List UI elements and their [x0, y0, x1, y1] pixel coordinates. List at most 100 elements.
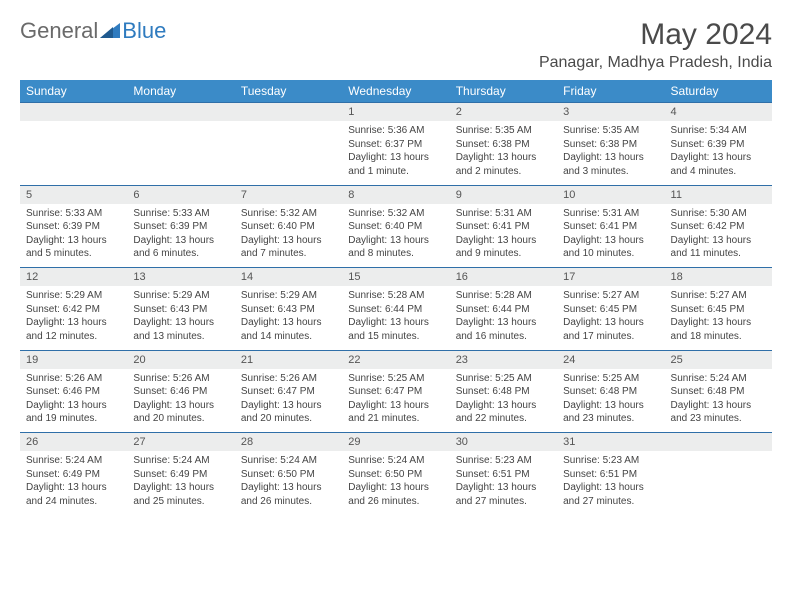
daylight-line: Daylight: 13 hours and 5 minutes. — [26, 234, 121, 261]
day-detail-cell: Sunrise: 5:32 AMSunset: 6:40 PMDaylight:… — [342, 204, 449, 268]
daylight-line: Daylight: 13 hours and 20 minutes. — [241, 399, 336, 426]
day-header: Sunday — [20, 80, 127, 103]
day-number-cell: 8 — [342, 185, 449, 204]
sunrise-line: Sunrise: 5:29 AM — [241, 289, 336, 303]
daylight-line: Daylight: 13 hours and 15 minutes. — [348, 316, 443, 343]
day-number-cell: 5 — [20, 185, 127, 204]
detail-row: Sunrise: 5:29 AM Sunset: 6:42 PM Daylight:… — [20, 286, 772, 350]
sunset-line: Sunset: 6:51 PM — [456, 468, 551, 482]
day-header: Saturday — [665, 80, 772, 103]
day-number-cell: 2 — [450, 103, 557, 122]
day-detail-cell: Sunrise: 5:28 AMSunset: 6:44 PMDaylight:… — [342, 286, 449, 350]
daylight-line: Daylight: 13 hours and 7 minutes. — [241, 234, 336, 261]
day-number-cell: 19 — [20, 350, 127, 369]
day-detail-cell: Sunrise: 5:23 AMSunset: 6:51 PMDaylight:… — [450, 451, 557, 515]
day-number-cell: 6 — [127, 185, 234, 204]
header: General Blue May 2024 Panagar, Madhya Pr… — [20, 18, 772, 72]
day-number-cell: 27 — [127, 433, 234, 452]
day-number-cell — [20, 103, 127, 122]
day-number-cell: 14 — [235, 268, 342, 287]
brand-triangle-icon — [100, 18, 120, 44]
day-header: Wednesday — [342, 80, 449, 103]
day-number-cell: 29 — [342, 433, 449, 452]
daylight-line: Daylight: 13 hours and 1 minute. — [348, 151, 443, 178]
daylight-line: Daylight: 13 hours and 20 minutes. — [133, 399, 228, 426]
month-title: May 2024 — [539, 18, 772, 52]
day-detail-cell: Sunrise: 5:23 AMSunset: 6:51 PMDaylight:… — [557, 451, 664, 515]
sunset-line: Sunset: 6:40 PM — [348, 220, 443, 234]
sunrise-line: Sunrise: 5:32 AM — [348, 207, 443, 221]
daylight-line: Daylight: 13 hours and 24 minutes. — [26, 481, 121, 508]
day-detail-cell: Sunrise: 5:24 AMSunset: 6:48 PMDaylight:… — [665, 369, 772, 433]
sunrise-line: Sunrise: 5:31 AM — [563, 207, 658, 221]
sunset-line: Sunset: 6:51 PM — [563, 468, 658, 482]
day-detail-cell — [235, 121, 342, 185]
sunset-line: Sunset: 6:41 PM — [456, 220, 551, 234]
daynum-row: 567891011 — [20, 185, 772, 204]
sunrise-line: Sunrise: 5:35 AM — [456, 124, 551, 138]
day-detail-cell: Sunrise: 5:25 AMSunset: 6:48 PMDaylight:… — [557, 369, 664, 433]
day-number-cell: 23 — [450, 350, 557, 369]
daylight-line: Daylight: 13 hours and 18 minutes. — [671, 316, 766, 343]
day-number-cell: 3 — [557, 103, 664, 122]
day-detail-cell: Sunrise: 5:26 AMSunset: 6:46 PMDaylight:… — [20, 369, 127, 433]
sunset-line: Sunset: 6:48 PM — [671, 385, 766, 399]
daylight-line: Daylight: 13 hours and 23 minutes. — [563, 399, 658, 426]
day-number-cell: 4 — [665, 103, 772, 122]
title-block: May 2024 Panagar, Madhya Pradesh, India — [539, 18, 772, 72]
day-detail-cell: Sunrise: 5:24 AMSunset: 6:49 PMDaylight:… — [20, 451, 127, 515]
day-number-cell — [235, 103, 342, 122]
sunrise-line: Sunrise: 5:24 AM — [241, 454, 336, 468]
sunrise-line: Sunrise: 5:31 AM — [456, 207, 551, 221]
brand-logo: General Blue — [20, 18, 166, 44]
sunrise-line: Sunrise: 5:25 AM — [348, 372, 443, 386]
sunrise-line: Sunrise: 5:34 AM — [671, 124, 766, 138]
sunrise-line: Sunrise: 5:24 AM — [26, 454, 121, 468]
day-number-cell: 25 — [665, 350, 772, 369]
day-number-cell — [127, 103, 234, 122]
brand-part1: General — [20, 18, 98, 44]
sunset-line: Sunset: 6:39 PM — [133, 220, 228, 234]
detail-row: Sunrise: 5:24 AM Sunset: 6:49 PM Daylight:… — [20, 451, 772, 515]
daylight-line: Daylight: 13 hours and 4 minutes. — [671, 151, 766, 178]
day-number-cell: 22 — [342, 350, 449, 369]
day-detail-cell: Sunrise: 5:27 AMSunset: 6:45 PMDaylight:… — [665, 286, 772, 350]
day-number-cell — [665, 433, 772, 452]
detail-row: Sunrise: 5:36 AMSunset: 6:37 PMDaylight:… — [20, 121, 772, 185]
day-detail-cell: Sunrise: 5:35 AMSunset: 6:38 PMDaylight:… — [450, 121, 557, 185]
day-header: Monday — [127, 80, 234, 103]
brand-part2: Blue — [122, 18, 166, 44]
sunrise-line: Sunrise: 5:28 AM — [456, 289, 551, 303]
sunset-line: Sunset: 6:49 PM — [133, 468, 228, 482]
sunset-line: Sunset: 6:48 PM — [456, 385, 551, 399]
sunset-line: Sunset: 6:43 PM — [133, 303, 228, 317]
sunset-line: Sunset: 6:43 PM — [241, 303, 336, 317]
sunrise-line: Sunrise: 5:33 AM — [26, 207, 121, 221]
day-detail-cell: Sunrise: 5:28 AMSunset: 6:44 PMDaylight:… — [450, 286, 557, 350]
day-number-cell: 18 — [665, 268, 772, 287]
sunset-line: Sunset: 6:42 PM — [26, 303, 121, 317]
sunset-line: Sunset: 6:44 PM — [348, 303, 443, 317]
daylight-line: Daylight: 13 hours and 21 minutes. — [348, 399, 443, 426]
daynum-row: 19202122232425 — [20, 350, 772, 369]
sunrise-line: Sunrise: 5:26 AM — [133, 372, 228, 386]
daylight-line: Daylight: 13 hours and 26 minutes. — [241, 481, 336, 508]
sunset-line: Sunset: 6:38 PM — [456, 138, 551, 152]
daylight-line: Daylight: 13 hours and 23 minutes. — [671, 399, 766, 426]
day-detail-cell: Sunrise: 5:26 AMSunset: 6:46 PMDaylight:… — [127, 369, 234, 433]
day-detail-cell: Sunrise: 5:34 AMSunset: 6:39 PMDaylight:… — [665, 121, 772, 185]
day-detail-cell: Sunrise: 5:26 AMSunset: 6:47 PMDaylight:… — [235, 369, 342, 433]
day-number-cell: 11 — [665, 185, 772, 204]
day-detail-cell — [20, 121, 127, 185]
daylight-line: Daylight: 13 hours and 26 minutes. — [348, 481, 443, 508]
sunrise-line: Sunrise: 5:24 AM — [671, 372, 766, 386]
day-number-cell: 13 — [127, 268, 234, 287]
day-number-cell: 7 — [235, 185, 342, 204]
day-number-cell: 26 — [20, 433, 127, 452]
sunset-line: Sunset: 6:48 PM — [563, 385, 658, 399]
sunset-line: Sunset: 6:50 PM — [241, 468, 336, 482]
sunset-line: Sunset: 6:46 PM — [26, 385, 121, 399]
day-detail-cell: Sunrise: 5:27 AMSunset: 6:45 PMDaylight:… — [557, 286, 664, 350]
day-detail-cell: Sunrise: 5:30 AMSunset: 6:42 PMDaylight:… — [665, 204, 772, 268]
daylight-line: Daylight: 13 hours and 3 minutes. — [563, 151, 658, 178]
